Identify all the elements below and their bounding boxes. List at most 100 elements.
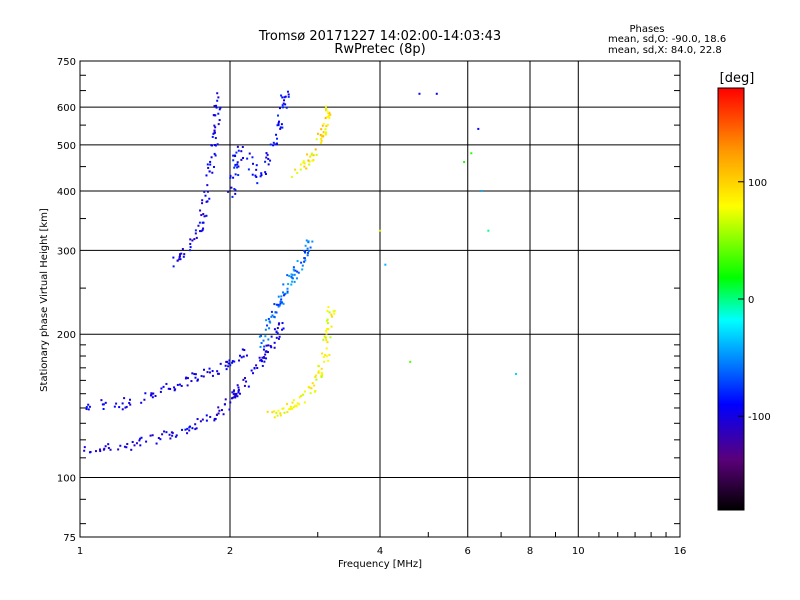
colorbar-label: [deg] xyxy=(720,71,755,86)
data-point xyxy=(232,393,235,396)
data-point xyxy=(218,108,221,111)
data-point xyxy=(312,159,315,162)
data-point xyxy=(157,437,160,440)
data-point xyxy=(185,376,188,379)
data-point xyxy=(218,409,221,412)
data-point xyxy=(308,163,311,166)
data-point xyxy=(209,415,212,418)
data-point xyxy=(202,368,205,371)
data-point xyxy=(298,396,301,399)
data-point xyxy=(319,133,322,136)
data-point xyxy=(229,174,232,177)
data-point xyxy=(129,403,132,406)
data-point xyxy=(316,132,319,135)
data-point xyxy=(88,451,91,454)
data-point xyxy=(302,161,305,164)
y-tick-label: 300 xyxy=(57,246,76,257)
y-tick-label: 500 xyxy=(57,141,76,152)
data-point xyxy=(275,411,278,414)
data-point xyxy=(283,96,286,99)
data-point xyxy=(214,114,217,117)
data-point xyxy=(227,362,230,365)
data-point xyxy=(325,332,328,335)
data-point xyxy=(286,290,289,293)
data-point xyxy=(274,143,277,146)
data-point xyxy=(317,371,320,374)
data-point xyxy=(263,345,266,348)
data-point xyxy=(265,156,268,159)
data-point xyxy=(328,111,331,114)
data-point xyxy=(151,434,154,437)
data-point xyxy=(121,408,124,411)
data-point xyxy=(277,323,280,326)
data-point xyxy=(237,391,240,394)
data-point xyxy=(107,443,110,446)
data-point xyxy=(233,166,236,169)
data-point xyxy=(223,403,226,406)
data-point xyxy=(303,162,306,165)
data-point xyxy=(277,114,280,117)
data-point xyxy=(277,303,280,306)
data-point xyxy=(281,104,284,107)
data-point xyxy=(311,240,314,243)
data-point xyxy=(296,402,299,405)
data-point xyxy=(245,380,248,383)
data-point xyxy=(242,355,245,358)
data-point xyxy=(309,392,312,395)
data-point xyxy=(304,250,307,253)
data-point xyxy=(324,336,327,339)
data-point xyxy=(308,160,311,163)
data-point xyxy=(314,374,317,377)
data-point xyxy=(329,336,332,339)
data-point xyxy=(252,372,255,375)
data-point xyxy=(190,380,193,383)
data-point xyxy=(259,359,262,362)
data-point xyxy=(121,402,124,405)
data-point xyxy=(202,213,205,216)
data-point xyxy=(174,435,177,438)
data-point xyxy=(292,406,295,409)
data-point xyxy=(217,112,220,115)
data-point xyxy=(193,238,196,241)
data-point xyxy=(278,107,281,110)
data-point xyxy=(282,106,285,109)
data-point xyxy=(264,335,267,338)
x-tick-label: 4 xyxy=(377,546,383,557)
y-tick-label: 75 xyxy=(63,533,76,544)
data-point xyxy=(216,92,219,95)
data-point xyxy=(307,159,310,162)
data-point xyxy=(279,302,282,305)
data-point xyxy=(299,163,302,166)
data-point xyxy=(284,103,287,106)
data-point xyxy=(179,258,182,261)
x-axis-ticks: 1 2 4 6 8 10 16 xyxy=(77,532,686,557)
data-point xyxy=(155,442,158,445)
data-point xyxy=(253,367,256,370)
data-point xyxy=(274,311,277,314)
data-point xyxy=(327,111,330,114)
data-point xyxy=(150,392,153,395)
data-point xyxy=(186,384,189,387)
data-point xyxy=(188,429,191,432)
data-point xyxy=(215,413,218,416)
data-point xyxy=(229,401,232,404)
data-point xyxy=(99,450,102,453)
data-point xyxy=(292,266,295,269)
data-point xyxy=(229,364,232,367)
data-point xyxy=(231,361,234,364)
data-point xyxy=(217,412,220,415)
data-point xyxy=(255,364,258,367)
data-point xyxy=(260,174,263,177)
data-point xyxy=(109,448,112,451)
data-point xyxy=(217,406,220,409)
data-point xyxy=(280,295,283,298)
stats-x: mean, sd,X: 84.0, 22.8 xyxy=(608,45,722,56)
data-point xyxy=(291,407,294,410)
data-point xyxy=(304,244,307,247)
data-point xyxy=(435,92,438,95)
data-point xyxy=(308,386,311,389)
data-point xyxy=(278,304,281,307)
data-point xyxy=(231,391,234,394)
data-point xyxy=(194,373,197,376)
data-point xyxy=(264,172,267,175)
